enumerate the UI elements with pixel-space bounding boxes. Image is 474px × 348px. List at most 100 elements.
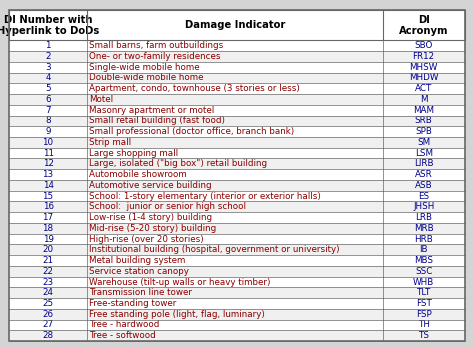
Text: SBO: SBO bbox=[414, 41, 433, 50]
Text: JHSH: JHSH bbox=[413, 202, 434, 211]
Text: 6: 6 bbox=[46, 95, 51, 104]
Text: Masonry apartment or motel: Masonry apartment or motel bbox=[89, 106, 214, 114]
Text: 15: 15 bbox=[43, 192, 54, 200]
Text: Apartment, condo, townhouse (3 stories or less): Apartment, condo, townhouse (3 stories o… bbox=[89, 84, 300, 93]
Text: Small barns, farm outbuildings: Small barns, farm outbuildings bbox=[89, 41, 223, 50]
Text: 22: 22 bbox=[43, 267, 54, 276]
Text: One- or two-family residences: One- or two-family residences bbox=[89, 52, 220, 61]
Bar bbox=[9, 201, 465, 212]
Bar bbox=[9, 169, 465, 180]
Bar bbox=[9, 266, 465, 277]
Text: ASB: ASB bbox=[415, 181, 432, 190]
Text: 2: 2 bbox=[46, 52, 51, 61]
Bar bbox=[9, 126, 465, 137]
Text: Tree - softwood: Tree - softwood bbox=[89, 331, 156, 340]
Text: High-rise (over 20 stories): High-rise (over 20 stories) bbox=[89, 235, 204, 244]
Bar bbox=[9, 287, 465, 298]
Text: 24: 24 bbox=[43, 288, 54, 297]
Text: 23: 23 bbox=[43, 277, 54, 286]
Text: 4: 4 bbox=[46, 73, 51, 82]
Bar bbox=[9, 180, 465, 191]
Text: MBS: MBS bbox=[414, 256, 433, 265]
Text: LRB: LRB bbox=[415, 213, 432, 222]
Text: 18: 18 bbox=[43, 224, 54, 233]
Bar bbox=[9, 137, 465, 148]
Text: Mid-rise (5-20 story) building: Mid-rise (5-20 story) building bbox=[89, 224, 216, 233]
Text: 1: 1 bbox=[46, 41, 51, 50]
Text: WHB: WHB bbox=[413, 277, 434, 286]
Bar bbox=[9, 116, 465, 126]
Text: Metal building system: Metal building system bbox=[89, 256, 185, 265]
Text: Large shopping mall: Large shopping mall bbox=[89, 149, 178, 158]
Text: LSM: LSM bbox=[415, 149, 433, 158]
Text: 26: 26 bbox=[43, 310, 54, 319]
Text: Low-rise (1-4 story) building: Low-rise (1-4 story) building bbox=[89, 213, 212, 222]
Text: Small professional (doctor office, branch bank): Small professional (doctor office, branc… bbox=[89, 127, 294, 136]
Text: 11: 11 bbox=[43, 149, 54, 158]
Text: Institutional building (hospital, government or university): Institutional building (hospital, govern… bbox=[89, 245, 340, 254]
Text: LIRB: LIRB bbox=[414, 159, 433, 168]
Text: 25: 25 bbox=[43, 299, 54, 308]
Text: Motel: Motel bbox=[89, 95, 113, 104]
Bar bbox=[9, 158, 465, 169]
Text: ACT: ACT bbox=[415, 84, 432, 93]
Text: TH: TH bbox=[418, 321, 429, 330]
Bar bbox=[9, 298, 465, 309]
Text: DI
Acronym: DI Acronym bbox=[399, 15, 448, 36]
Text: MAM: MAM bbox=[413, 106, 434, 114]
Text: SSC: SSC bbox=[415, 267, 432, 276]
Bar bbox=[9, 148, 465, 158]
Text: ES: ES bbox=[418, 192, 429, 200]
Bar bbox=[9, 83, 465, 94]
Text: Free-standing tower: Free-standing tower bbox=[89, 299, 176, 308]
Text: 19: 19 bbox=[43, 235, 54, 244]
Bar bbox=[9, 255, 465, 266]
Text: 3: 3 bbox=[46, 63, 51, 72]
Text: FR12: FR12 bbox=[412, 52, 435, 61]
Bar bbox=[9, 309, 465, 319]
Bar bbox=[9, 330, 465, 341]
Text: M: M bbox=[420, 95, 428, 104]
Bar bbox=[9, 244, 465, 255]
Text: ASR: ASR bbox=[415, 170, 432, 179]
Text: Single-wide mobile home: Single-wide mobile home bbox=[89, 63, 200, 72]
Text: 7: 7 bbox=[46, 106, 51, 114]
Text: MHDW: MHDW bbox=[409, 73, 438, 82]
Text: 28: 28 bbox=[43, 331, 54, 340]
Text: IB: IB bbox=[419, 245, 428, 254]
Bar bbox=[9, 105, 465, 116]
Text: MRB: MRB bbox=[414, 224, 433, 233]
Text: FSP: FSP bbox=[416, 310, 431, 319]
Text: 5: 5 bbox=[46, 84, 51, 93]
Text: Service station canopy: Service station canopy bbox=[89, 267, 189, 276]
Text: 9: 9 bbox=[46, 127, 51, 136]
Bar bbox=[9, 191, 465, 201]
Text: Automobile showroom: Automobile showroom bbox=[89, 170, 187, 179]
Text: 16: 16 bbox=[43, 202, 54, 211]
Text: SPB: SPB bbox=[415, 127, 432, 136]
Text: Small retail building (fast food): Small retail building (fast food) bbox=[89, 116, 225, 125]
Text: 10: 10 bbox=[43, 138, 54, 147]
Bar bbox=[9, 72, 465, 83]
Text: FST: FST bbox=[416, 299, 432, 308]
Text: TS: TS bbox=[418, 331, 429, 340]
Text: Large, isolated ("big box") retail building: Large, isolated ("big box") retail build… bbox=[89, 159, 267, 168]
Text: HRB: HRB bbox=[414, 235, 433, 244]
Text: 8: 8 bbox=[46, 116, 51, 125]
Text: Transmission line tower: Transmission line tower bbox=[89, 288, 192, 297]
Bar bbox=[9, 223, 465, 234]
Bar bbox=[9, 10, 465, 40]
Text: Damage Indicator: Damage Indicator bbox=[184, 20, 285, 30]
Text: 13: 13 bbox=[43, 170, 54, 179]
Bar bbox=[9, 212, 465, 223]
Text: TLT: TLT bbox=[417, 288, 431, 297]
Text: Tree - hardwood: Tree - hardwood bbox=[89, 321, 159, 330]
Bar bbox=[9, 234, 465, 244]
Text: 14: 14 bbox=[43, 181, 54, 190]
Text: MHSW: MHSW bbox=[410, 63, 438, 72]
Text: Warehouse (tilt-up walls or heavy timber): Warehouse (tilt-up walls or heavy timber… bbox=[89, 277, 271, 286]
Text: SM: SM bbox=[417, 138, 430, 147]
Bar bbox=[9, 319, 465, 330]
Text: 12: 12 bbox=[43, 159, 54, 168]
Text: School:  junior or senior high school: School: junior or senior high school bbox=[89, 202, 246, 211]
